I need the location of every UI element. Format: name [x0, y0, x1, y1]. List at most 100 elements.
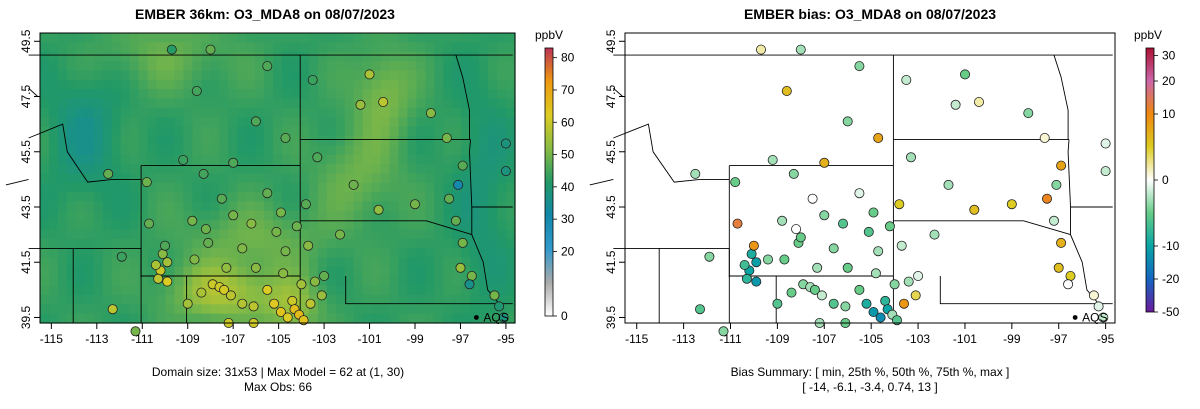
heatmap-cell [497, 182, 507, 193]
heatmap-cell [210, 79, 220, 90]
heatmap-cell [102, 229, 113, 240]
heatmap-cell [111, 145, 122, 156]
heatmap-cell [308, 313, 319, 324]
heatmap-cell [264, 248, 274, 259]
heatmap-cell [183, 126, 193, 137]
heatmap-cell [371, 210, 382, 221]
heatmap-cell [326, 117, 337, 128]
heatmap-cell [57, 107, 68, 118]
heatmap-cell [326, 89, 337, 100]
heatmap-cell [416, 145, 426, 156]
heatmap-cell [380, 126, 391, 137]
heatmap-cell [488, 79, 498, 90]
heatmap-cell [398, 229, 409, 240]
bias-point [1100, 166, 1111, 177]
heatmap-cell [389, 135, 400, 146]
heatmap-cell [174, 248, 184, 259]
colorbar-gradient [1145, 47, 1155, 313]
heatmap-cell [246, 154, 256, 165]
heatmap-cell [183, 192, 193, 202]
heatmap-cell [120, 51, 131, 62]
heatmap-cell [479, 135, 489, 146]
y-tick-label: 47.5 [604, 85, 618, 109]
heatmap-cell [398, 173, 409, 184]
heatmap-cell [344, 192, 355, 202]
heatmap-cell [66, 70, 77, 81]
heatmap-cell [470, 220, 480, 231]
heatmap-cell [425, 266, 435, 277]
heatmap-cell [353, 304, 364, 315]
heatmap-cell [228, 61, 238, 72]
obs-point [287, 295, 298, 306]
x-tick-label: -107 [221, 332, 245, 346]
obs-point [348, 179, 359, 190]
heatmap-cell [488, 238, 498, 249]
heatmap-cell [102, 248, 113, 259]
heatmap-cell [102, 51, 113, 62]
heatmap-cell [129, 173, 140, 184]
heatmap-cell [425, 145, 435, 156]
heatmap-cell [479, 201, 489, 212]
heatmap-cell [156, 89, 167, 100]
heatmap-cell [174, 135, 184, 146]
heatmap-cell [353, 117, 364, 128]
heatmap-cell [317, 304, 328, 315]
heatmap-cell [120, 313, 131, 324]
heatmap-cell [138, 276, 149, 287]
heatmap-cell [290, 210, 301, 221]
heatmap-cell [479, 210, 489, 221]
heatmap-cell [75, 163, 86, 174]
obs-point [196, 287, 207, 298]
heatmap-cell [398, 33, 409, 43]
heatmap-cell [210, 70, 220, 81]
heatmap-cell [452, 313, 462, 324]
heatmap-cell [57, 238, 68, 249]
heatmap-cell [479, 192, 489, 202]
heatmap-cell [398, 276, 409, 287]
heatmap-cell [93, 163, 104, 174]
x-tick-label: -103 [312, 332, 336, 346]
heatmap-cell [219, 182, 229, 193]
obs-point [159, 240, 170, 251]
heatmap-cell [308, 145, 319, 156]
heatmap-cell [470, 173, 480, 184]
heatmap-cell [389, 89, 400, 100]
heatmap-cell [273, 220, 283, 231]
heatmap-cell [147, 126, 158, 137]
heatmap-cell [75, 257, 86, 268]
heatmap-cell [416, 304, 426, 315]
heatmap-cell [407, 210, 418, 221]
heatmap-cell [57, 163, 68, 174]
heatmap-cell [57, 173, 68, 184]
heatmap-cell [120, 173, 131, 184]
heatmap-cell [246, 107, 256, 118]
heatmap-cell [452, 238, 462, 249]
heatmap-cell [416, 89, 426, 100]
heatmap-cell [416, 33, 426, 43]
colorbar-tick-label: 40 [561, 180, 575, 194]
heatmap-cell [506, 163, 516, 174]
bias-point [779, 254, 790, 265]
heatmap-cell [299, 117, 310, 128]
heatmap-cell [219, 313, 229, 324]
heatmap-cell [506, 117, 516, 128]
heatmap-cell [326, 210, 337, 221]
heatmap-cell [470, 98, 480, 109]
heatmap-cell [237, 257, 247, 268]
heatmap-cell [84, 210, 95, 221]
heatmap-cell [75, 33, 86, 43]
heatmap-cell [66, 210, 77, 221]
heatmap-cell [183, 163, 193, 174]
bias-point [913, 270, 924, 281]
heatmap-cell [40, 117, 50, 128]
heatmap-cell [84, 42, 95, 53]
heatmap-cell [201, 285, 211, 296]
heatmap-cell [425, 117, 435, 128]
heatmap-cell [120, 98, 131, 109]
heatmap-cell [255, 163, 265, 174]
heatmap-cell [273, 107, 283, 118]
heatmap-cell [398, 285, 409, 296]
bias-point [868, 207, 879, 218]
heatmap-cell [57, 304, 68, 315]
heatmap-cell [192, 79, 202, 90]
